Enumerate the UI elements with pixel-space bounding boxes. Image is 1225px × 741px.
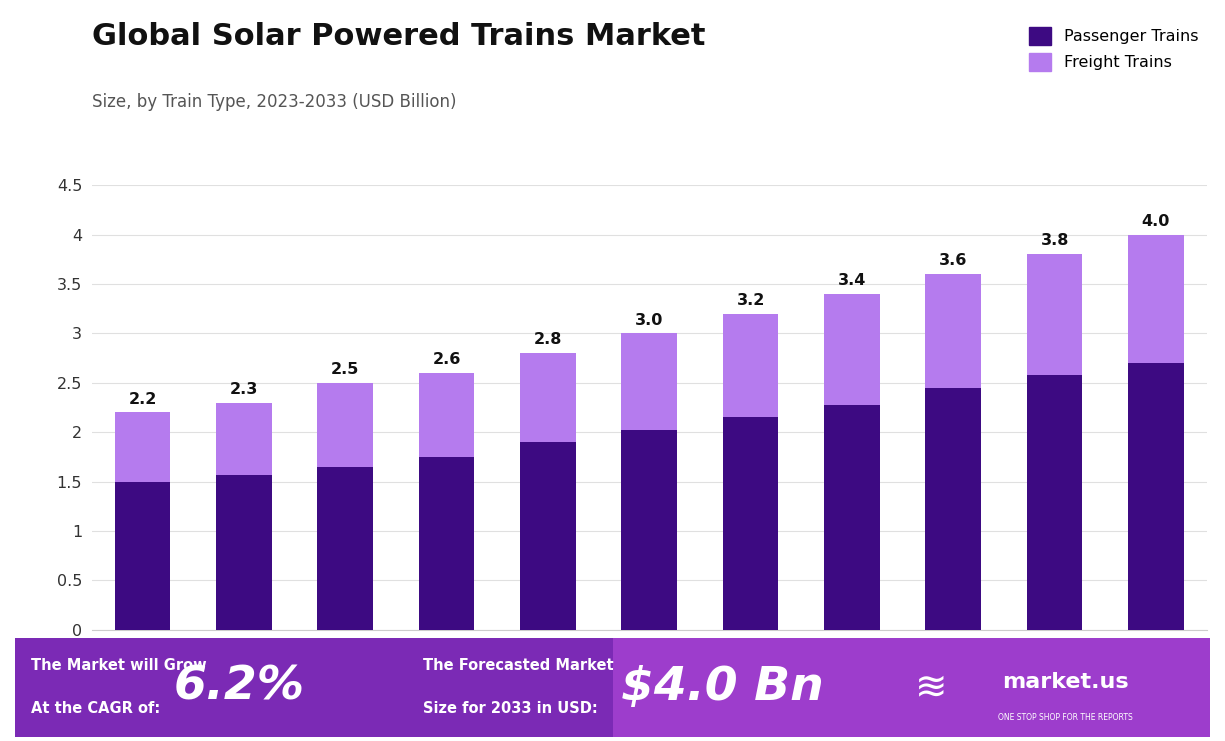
Text: ≋: ≋	[915, 668, 947, 706]
Bar	[521, 353, 576, 442]
Text: The Forecasted Market: The Forecasted Market	[423, 658, 614, 674]
Bar	[1128, 363, 1183, 630]
Bar	[1128, 235, 1183, 363]
Bar	[1027, 254, 1083, 375]
Text: market.us: market.us	[1002, 672, 1129, 692]
Text: $4.0 Bn: $4.0 Bn	[621, 665, 824, 710]
Text: At the CAGR of:: At the CAGR of:	[31, 701, 160, 717]
Text: 6.2%: 6.2%	[173, 665, 305, 710]
Text: 3.8: 3.8	[1040, 233, 1068, 248]
Bar	[115, 482, 170, 630]
Bar	[824, 294, 880, 405]
Bar	[621, 431, 677, 630]
Bar	[925, 388, 981, 630]
Text: 2.2: 2.2	[129, 391, 157, 407]
Text: 4.0: 4.0	[1142, 213, 1170, 229]
Text: Size for 2033 in USD:: Size for 2033 in USD:	[423, 701, 598, 717]
Text: The Market will Grow: The Market will Grow	[31, 658, 206, 674]
Bar	[1027, 375, 1083, 630]
Bar	[824, 405, 880, 630]
Bar	[723, 313, 778, 417]
Bar	[419, 373, 474, 457]
Bar	[216, 402, 272, 475]
Text: 3.4: 3.4	[838, 273, 866, 288]
Bar	[317, 467, 374, 630]
Text: ONE STOP SHOP FOR THE REPORTS: ONE STOP SHOP FOR THE REPORTS	[998, 713, 1133, 722]
Bar	[317, 383, 374, 467]
Text: 2.8: 2.8	[534, 332, 562, 348]
Bar	[612, 638, 1210, 737]
Text: 2.6: 2.6	[432, 352, 461, 367]
Text: 3.6: 3.6	[940, 253, 968, 268]
Text: Size, by Train Type, 2023-2033 (USD Billion): Size, by Train Type, 2023-2033 (USD Bill…	[92, 93, 457, 110]
Legend: Passenger Trains, Freight Trains: Passenger Trains, Freight Trains	[1029, 27, 1198, 71]
Bar	[115, 413, 170, 482]
Bar	[216, 475, 272, 630]
Bar	[419, 457, 474, 630]
Text: 3.2: 3.2	[736, 293, 764, 308]
Bar	[521, 442, 576, 630]
Text: 3.0: 3.0	[635, 313, 664, 328]
Bar	[925, 274, 981, 388]
Bar	[723, 417, 778, 630]
Bar	[621, 333, 677, 431]
Text: Global Solar Powered Trains Market: Global Solar Powered Trains Market	[92, 22, 706, 51]
Text: 2.3: 2.3	[230, 382, 258, 396]
Text: 2.5: 2.5	[331, 362, 359, 377]
